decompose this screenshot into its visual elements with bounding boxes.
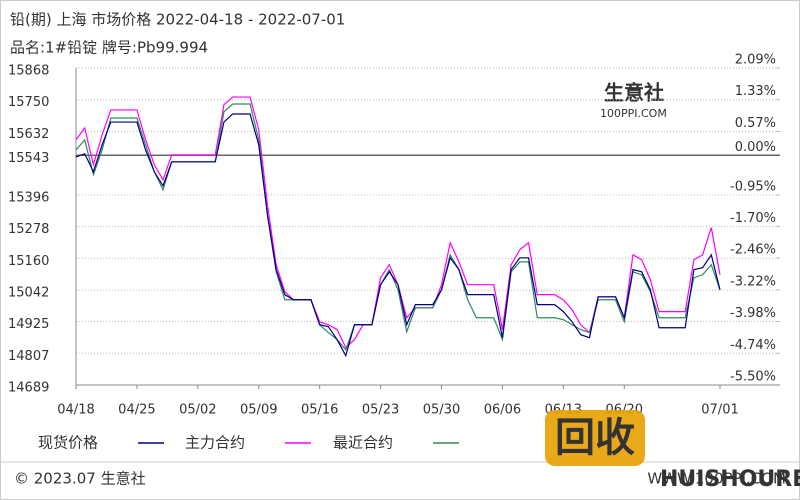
- legend-label: 主力合约: [185, 434, 245, 452]
- y-tick-label: 14807: [8, 349, 49, 364]
- footer-url: WWW.100PPI.COM: [647, 470, 786, 488]
- y2-tick-label: 0.57%: [735, 116, 776, 131]
- overlay-logo: 回收: [555, 415, 635, 461]
- x-tick-label: 04/25: [118, 403, 155, 418]
- y2-tick-label: -0.95%: [730, 179, 776, 194]
- overlay-text: HUISHOUREN: [660, 467, 800, 492]
- y-tick-label: 15160: [8, 254, 49, 269]
- y-tick-label: 14925: [8, 317, 49, 332]
- x-tick-label: 05/23: [362, 403, 399, 418]
- x-tick-label: 05/16: [301, 403, 338, 418]
- y-tick-label: 15396: [8, 190, 49, 205]
- y2-tick-label: 1.33%: [735, 84, 776, 99]
- watermark: 生意社: [604, 81, 664, 105]
- y2-tick-label: -4.74%: [730, 338, 776, 353]
- y-tick-label: 15278: [8, 222, 49, 237]
- footer: © 2023.07 生意社: [14, 470, 146, 488]
- y2-tick-label: -2.46%: [730, 243, 776, 258]
- chart-title: 铅(期) 上海 市场价格 2022-04-18 - 2022-07-01: [10, 11, 345, 29]
- y2-tick-label: -3.98%: [730, 306, 776, 321]
- y2-tick-label: 0.00%: [735, 140, 776, 155]
- y-tick-label: 15543: [8, 151, 49, 166]
- watermark-url: 100PPI.COM: [600, 107, 667, 120]
- chart-subtitle: 品名:1#铅锭 牌号:Pb99.994: [10, 39, 208, 57]
- legend-label: 现货价格: [38, 434, 98, 452]
- x-tick-label: 06/06: [484, 403, 521, 418]
- y-tick-label: 15750: [8, 95, 49, 110]
- x-tick-label: 05/09: [240, 403, 277, 418]
- overlay-logo-bg: [545, 410, 645, 466]
- x-tick-label: 07/01: [701, 403, 738, 418]
- series-line: [75, 113, 721, 358]
- y2-tick-label: -1.70%: [730, 211, 776, 226]
- y2-tick-label: -5.50%: [730, 370, 776, 385]
- x-tick-label: 05/02: [179, 403, 216, 418]
- legend-label: 最近合约: [333, 434, 393, 452]
- y-tick-label: 15868: [8, 64, 49, 79]
- y-tick-label: 15632: [8, 127, 49, 142]
- x-tick-label: 05/30: [423, 403, 460, 418]
- y-tick-label: 14689: [8, 381, 49, 396]
- x-tick-label: 04/18: [57, 403, 94, 418]
- y2-tick-label: -3.22%: [730, 274, 776, 289]
- y-tick-label: 15042: [8, 286, 49, 301]
- y2-tick-label: 2.09%: [735, 53, 776, 68]
